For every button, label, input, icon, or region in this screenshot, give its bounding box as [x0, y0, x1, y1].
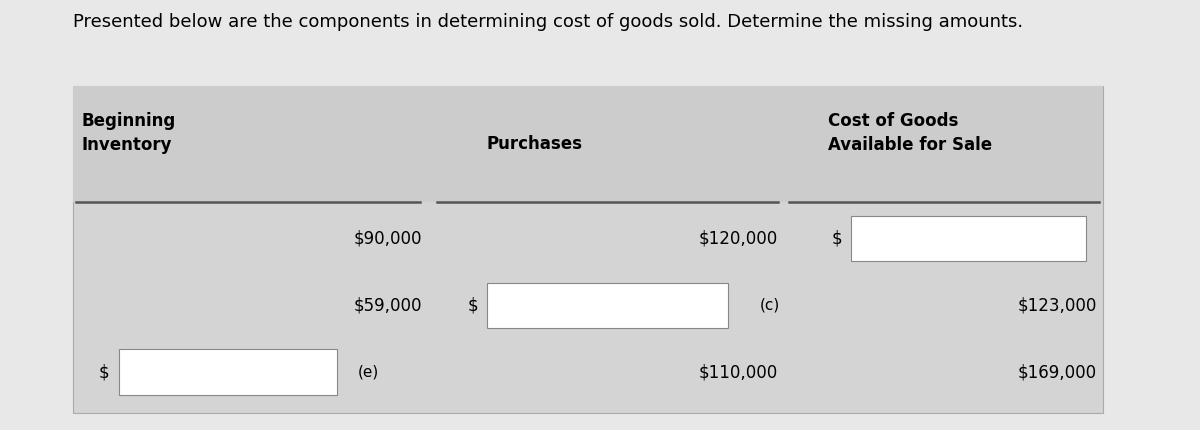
Text: $: $	[467, 296, 478, 314]
Bar	[487, 283, 727, 328]
Text: $123,000: $123,000	[1018, 296, 1097, 314]
Text: $: $	[100, 363, 109, 381]
Text: $59,000: $59,000	[354, 296, 422, 314]
Bar	[119, 350, 337, 395]
Text: Purchases: Purchases	[487, 135, 583, 153]
Bar	[73, 86, 1103, 413]
Text: Beginning
Inventory: Beginning Inventory	[82, 113, 176, 154]
Text: (c): (c)	[760, 298, 780, 313]
Bar	[851, 216, 1086, 261]
Text: Presented below are the components in determining cost of goods sold. Determine : Presented below are the components in de…	[73, 13, 1022, 31]
Text: $: $	[832, 230, 842, 248]
Text: (e): (e)	[358, 365, 379, 380]
Text: $90,000: $90,000	[354, 230, 422, 248]
Bar	[73, 86, 1103, 202]
Text: $110,000: $110,000	[698, 363, 778, 381]
Text: $169,000: $169,000	[1018, 363, 1097, 381]
Text: $120,000: $120,000	[698, 230, 778, 248]
Text: Cost of Goods
Available for Sale: Cost of Goods Available for Sale	[828, 113, 992, 154]
